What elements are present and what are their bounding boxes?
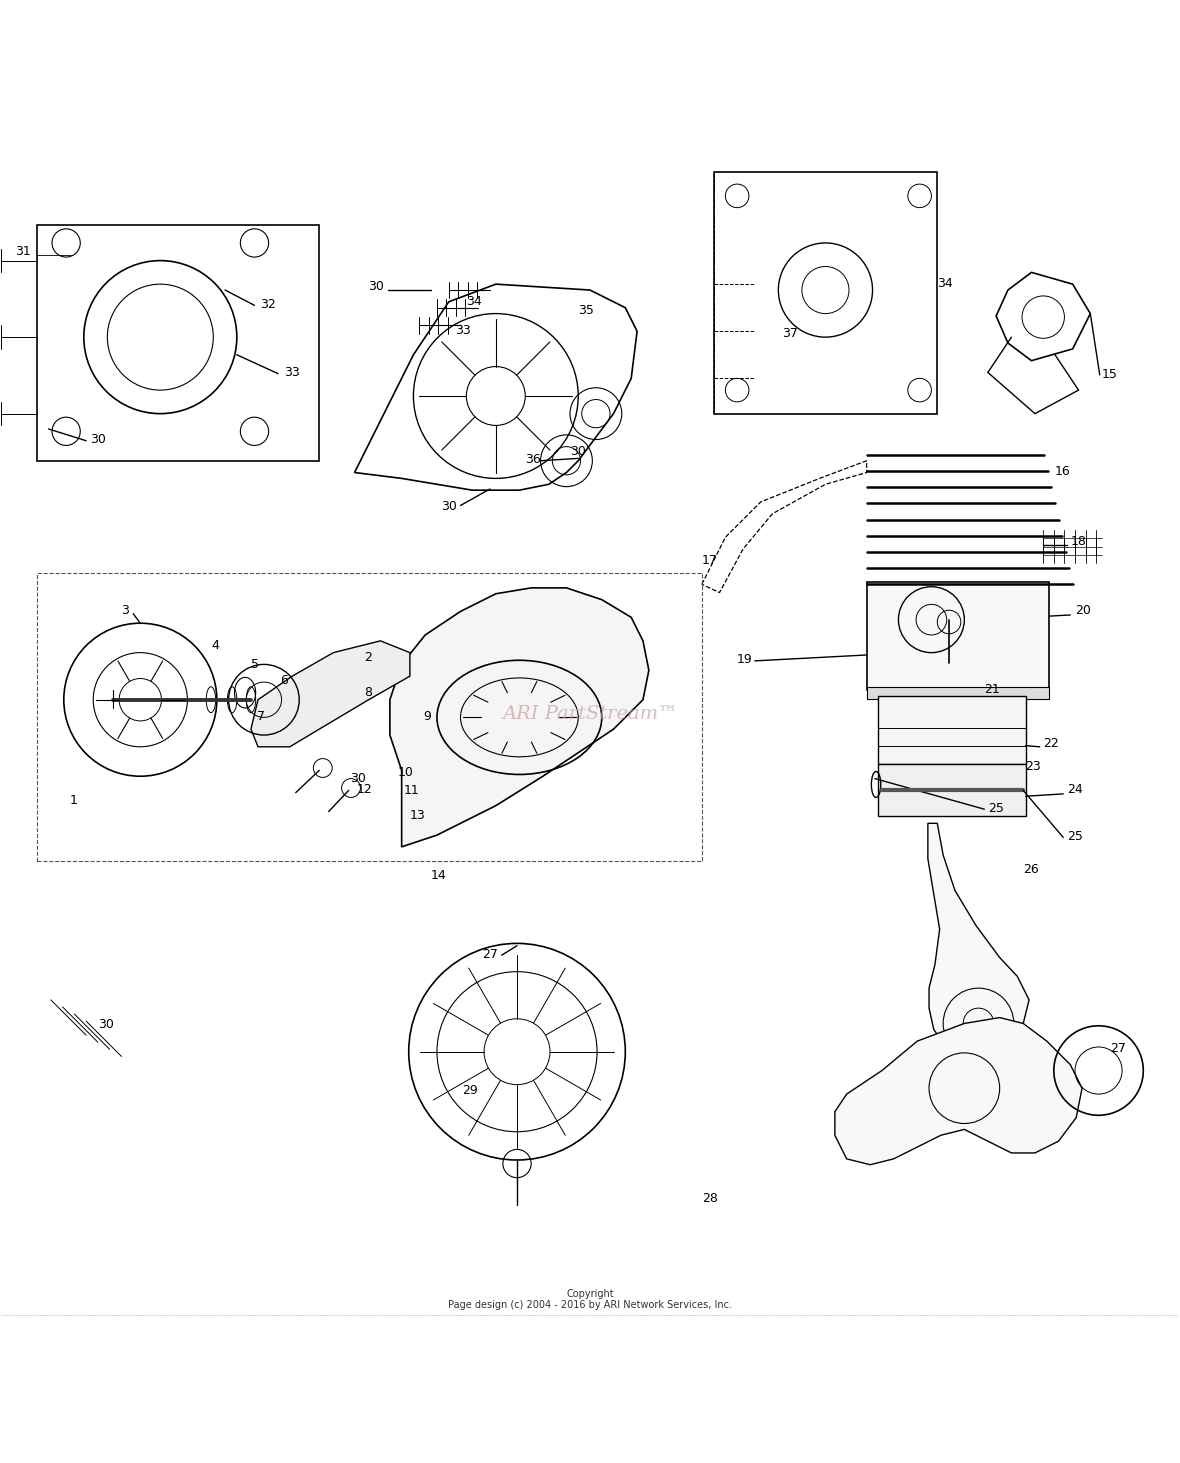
Text: 30: 30 — [350, 772, 366, 786]
Text: 25: 25 — [988, 802, 1004, 815]
Text: 24: 24 — [1067, 783, 1082, 796]
Text: 7: 7 — [257, 710, 264, 723]
Text: 4: 4 — [211, 639, 218, 652]
Text: 15: 15 — [1102, 369, 1117, 382]
Text: 33: 33 — [284, 366, 300, 379]
Text: 30: 30 — [368, 279, 384, 293]
Text: 26: 26 — [1023, 863, 1038, 876]
Text: 6: 6 — [281, 674, 288, 688]
Text: 14: 14 — [431, 869, 446, 882]
Polygon shape — [835, 1018, 1082, 1165]
Text: 16: 16 — [1055, 465, 1070, 478]
Text: 23: 23 — [1025, 761, 1041, 774]
Text: 35: 35 — [578, 304, 594, 316]
Text: 32: 32 — [261, 297, 276, 310]
Text: 30: 30 — [90, 433, 105, 446]
Text: 30: 30 — [570, 445, 586, 458]
Bar — [866, 582, 1049, 691]
Text: 30: 30 — [441, 500, 457, 514]
Bar — [37, 572, 702, 862]
Polygon shape — [389, 588, 649, 847]
Text: 33: 33 — [454, 323, 471, 336]
Bar — [878, 765, 1025, 816]
Polygon shape — [927, 824, 1029, 1059]
Text: 27: 27 — [483, 948, 498, 961]
Text: 10: 10 — [398, 767, 414, 780]
Text: 27: 27 — [1110, 1042, 1126, 1055]
Text: 5: 5 — [251, 658, 258, 672]
Bar — [866, 686, 1049, 698]
Text: 18: 18 — [1070, 535, 1086, 549]
Text: 2: 2 — [363, 651, 372, 664]
Polygon shape — [251, 641, 409, 746]
Text: ARI PartStream™: ARI PartStream™ — [503, 705, 677, 723]
Text: Copyright: Copyright — [566, 1289, 614, 1299]
Text: 28: 28 — [702, 1192, 717, 1206]
Text: 29: 29 — [463, 1084, 478, 1097]
Text: 22: 22 — [1043, 737, 1058, 751]
Text: 21: 21 — [984, 683, 1001, 695]
Text: 3: 3 — [120, 604, 129, 617]
Text: 25: 25 — [1067, 830, 1083, 843]
Text: 34: 34 — [937, 277, 953, 290]
Bar — [37, 225, 320, 461]
Text: 8: 8 — [363, 686, 372, 699]
Text: 19: 19 — [738, 652, 753, 666]
Text: 37: 37 — [782, 328, 798, 339]
Text: 31: 31 — [15, 244, 31, 257]
Text: 9: 9 — [422, 710, 431, 723]
Bar — [714, 173, 937, 414]
Text: 34: 34 — [466, 296, 483, 309]
Bar — [878, 696, 1025, 765]
Text: Page design (c) 2004 - 2016 by ARI Network Services, Inc.: Page design (c) 2004 - 2016 by ARI Netwo… — [448, 1299, 732, 1309]
Text: 17: 17 — [701, 554, 717, 568]
Text: 11: 11 — [404, 784, 420, 797]
Text: 20: 20 — [1075, 604, 1090, 617]
Text: 36: 36 — [525, 454, 540, 467]
Text: 13: 13 — [409, 809, 426, 822]
Text: 30: 30 — [98, 1018, 113, 1031]
Text: 12: 12 — [356, 783, 373, 796]
Text: 1: 1 — [70, 794, 78, 808]
